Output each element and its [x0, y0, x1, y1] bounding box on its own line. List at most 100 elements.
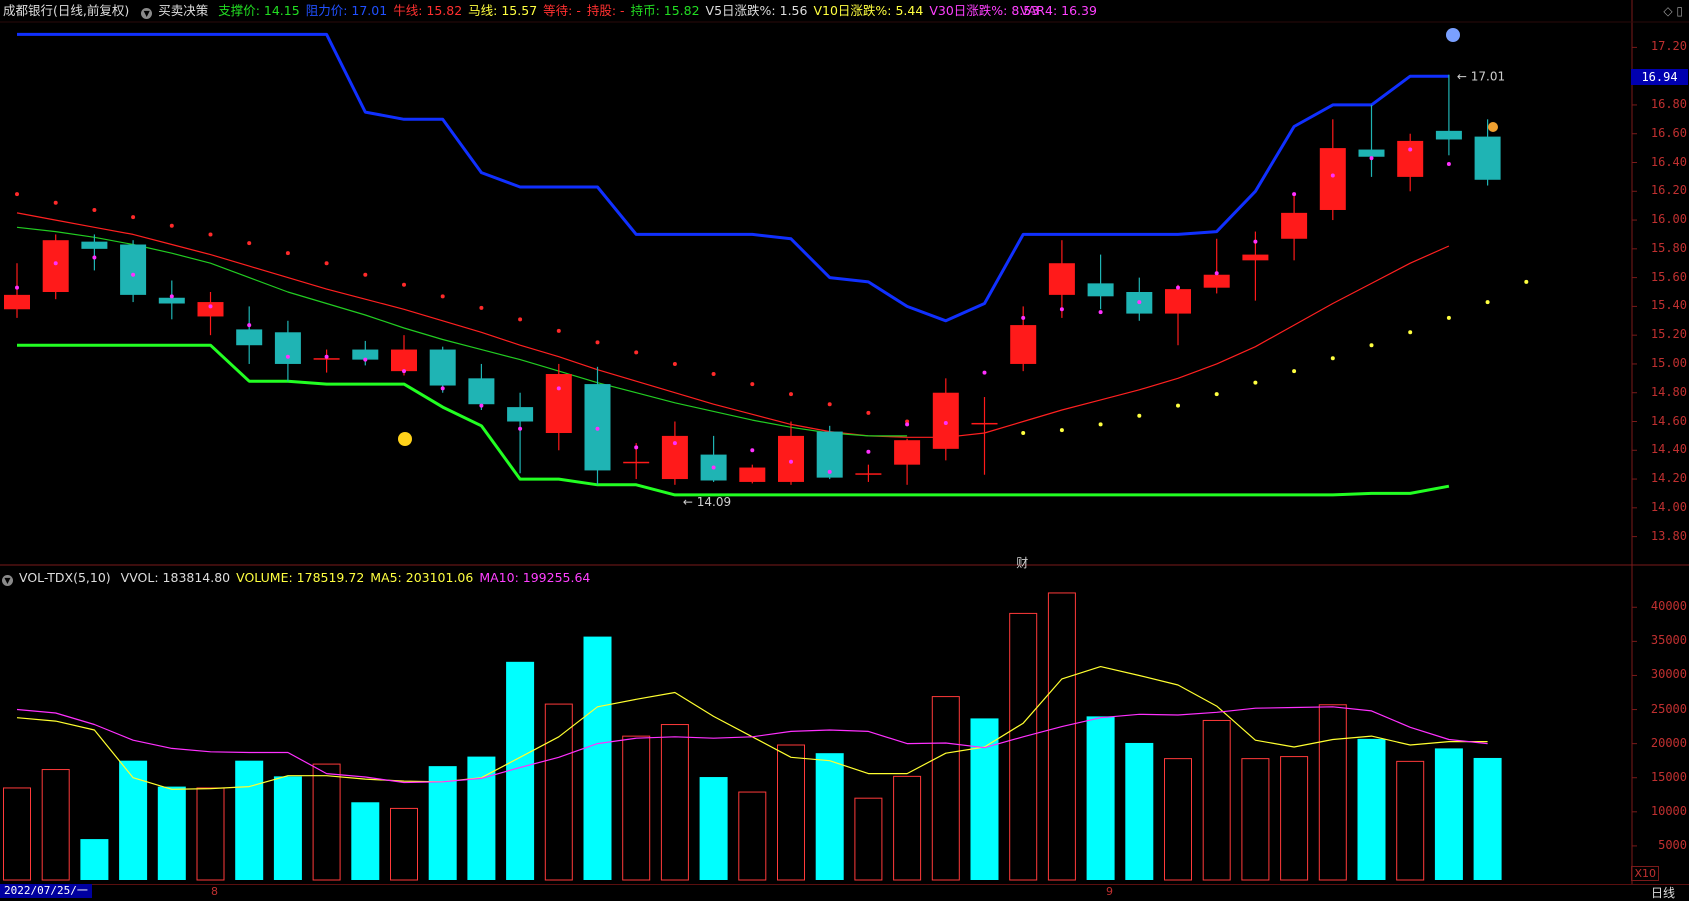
candle-body: [1319, 148, 1346, 210]
volume-bar: [1318, 704, 1347, 881]
volume-bar: [815, 753, 844, 880]
red-dot: [402, 282, 406, 287]
month-tick-9: 9: [1106, 885, 1113, 898]
red-dot: [556, 328, 561, 333]
candle-body: [81, 241, 108, 249]
volume-bar: [622, 735, 651, 881]
candle-body: [739, 467, 766, 482]
magenta-dot: [1059, 307, 1064, 312]
magenta-dot: [1446, 161, 1451, 166]
red-dot: [866, 410, 871, 415]
red-dot: [440, 294, 445, 299]
candle: [971, 397, 998, 475]
price-tick-label: 16.60: [1650, 125, 1687, 140]
red-dot: [789, 392, 793, 397]
window-controls: ◇ ▯: [1663, 4, 1683, 18]
header-item: 阻力价: 17.01: [305, 3, 388, 18]
indicator-menu-icon[interactable]: ▼: [141, 8, 153, 19]
header-item: V10日涨跌%: 5.44: [813, 3, 924, 18]
time-axis[interactable]: [0, 884, 1689, 900]
magenta-dot: [363, 357, 368, 362]
candle: [894, 438, 921, 485]
volume-bar: [660, 724, 689, 881]
candle-body: [623, 461, 650, 464]
price-tick-label: 15.00: [1650, 355, 1687, 370]
price-tick-label: 14.80: [1650, 384, 1687, 399]
magenta-dot: [1098, 310, 1103, 315]
candle: [1397, 133, 1424, 192]
green-ma-line: [16, 226, 908, 437]
volume-bar: [970, 718, 999, 880]
indicator-name[interactable]: 买卖决策: [158, 3, 209, 18]
price-tick-label: 16.00: [1650, 212, 1687, 227]
candle: [352, 340, 379, 366]
var4-value: VAR4: 16.39: [1020, 3, 1097, 18]
red-dot: [247, 241, 252, 246]
volume-bar: [699, 777, 728, 880]
magenta-dot: [1253, 239, 1258, 244]
candle: [1203, 238, 1230, 294]
magenta-dot: [479, 403, 484, 408]
red-dot: [518, 317, 523, 322]
volume-bar: [1280, 756, 1309, 881]
price-tick-label: 17.20: [1650, 39, 1687, 54]
header-item: 等待: -: [543, 3, 581, 18]
yellow-dot: [1524, 279, 1529, 284]
candle: [274, 320, 301, 382]
candle-body: [1281, 212, 1308, 239]
candle: [1048, 240, 1075, 318]
volume-bar: [544, 703, 573, 881]
volume-bar: [893, 775, 922, 881]
volume-bar: [1434, 748, 1463, 880]
candle: [42, 234, 69, 300]
candle: [1087, 254, 1114, 310]
yellow-dot: [1485, 300, 1490, 305]
candle: [778, 421, 804, 485]
scale-x10[interactable]: X10: [1631, 866, 1659, 881]
vol-ma10-line: [16, 706, 1488, 784]
candle: [1435, 74, 1462, 156]
magenta-dot: [905, 422, 910, 427]
vol-menu-icon[interactable]: ▼: [2, 575, 13, 586]
volume-bar: [390, 807, 418, 881]
red-dot: [905, 419, 910, 424]
candle: [197, 292, 224, 336]
candle-body: [391, 349, 417, 372]
period-label[interactable]: 日线: [1650, 886, 1675, 900]
high-annotation: ← 17.01: [1457, 70, 1505, 84]
vol-tick-label: 25000: [1650, 701, 1687, 716]
volume-bar: [41, 769, 70, 881]
candle-body: [1435, 130, 1462, 140]
red-dot: [750, 382, 755, 387]
stock-title[interactable]: 成都银行(日线,前复权): [3, 3, 130, 18]
magenta-dot: [672, 441, 677, 446]
yellow-dot: [1330, 356, 1335, 361]
red-dot: [827, 402, 832, 407]
magenta-dot: [402, 369, 406, 374]
price-tick-label: 16.20: [1650, 183, 1687, 198]
red-dot: [595, 340, 600, 345]
volume-bar: [854, 797, 883, 881]
panel-icon[interactable]: ▯: [1676, 4, 1683, 18]
header-item: 支撑价: 14.15: [218, 3, 300, 18]
red-dot: [169, 223, 174, 228]
magenta-dot: [131, 272, 136, 277]
volume-bar: [506, 661, 535, 880]
vol_header-item: VOLUME: 178519.72: [236, 570, 365, 585]
red-dot: [208, 232, 213, 237]
volume-bar: [351, 802, 380, 880]
red-dot: [131, 215, 136, 220]
diamond-icon[interactable]: ◇: [1663, 4, 1673, 18]
volume-bar: [80, 839, 109, 880]
magenta-dot: [208, 304, 213, 309]
thumb-icon: [1488, 122, 1498, 132]
vol-tick-label: 20000: [1650, 735, 1687, 750]
current-price-tag: 16.94: [1631, 69, 1688, 85]
vol-tick-label: 10000: [1650, 803, 1687, 818]
candle-body: [507, 407, 534, 422]
header-item: 马线: 15.57: [468, 3, 538, 18]
volume-bar: [1047, 592, 1076, 881]
vol-indicator-name[interactable]: VOL-TDX(5,10): [19, 570, 111, 585]
candle: [81, 234, 108, 271]
